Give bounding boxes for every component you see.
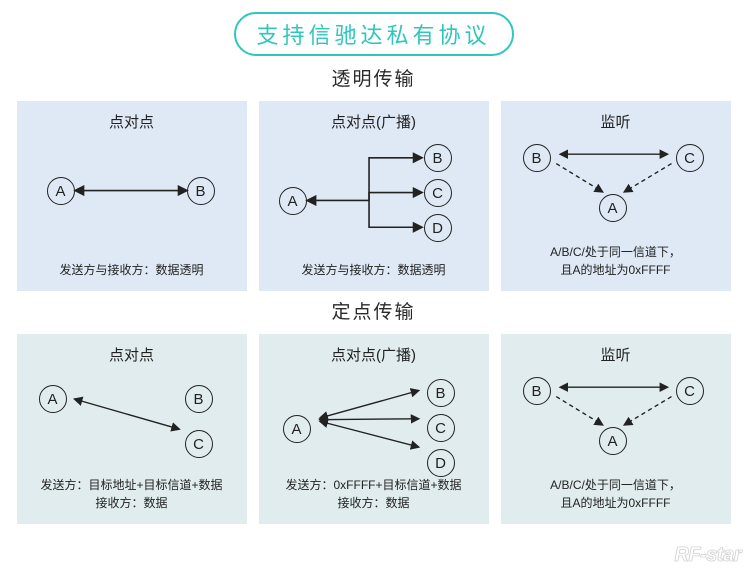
section1-title: 透明传输 (0, 64, 747, 91)
diagram-panel: 点对点 A BC 发送方：目标地址+目标信道+数据接收方：数据 (17, 334, 247, 524)
node-D: D (427, 449, 455, 477)
node-A: A (47, 177, 75, 205)
node-A: A (599, 427, 627, 455)
watermark-icon (634, 538, 668, 572)
node-C: C (185, 430, 213, 458)
node-A: A (39, 385, 67, 413)
node-A: A (279, 187, 307, 215)
node-B: B (185, 385, 213, 413)
node-A: A (599, 194, 627, 222)
diagram-panel: 点对点(广播) A BCD发送方：0xFFFF+目标信道+数据接收方：数据 (259, 334, 489, 524)
panel-title: 监听 (600, 111, 630, 132)
diagram-area: B C A (501, 132, 731, 243)
panel-caption: 发送方：0xFFFF+目标信道+数据接收方：数据 (285, 476, 461, 524)
node-B: B (427, 379, 455, 407)
node-C: C (676, 144, 704, 172)
diagram-panel: 点对点(广播) A BCD 发送方与接收方：数据透明 (259, 101, 489, 291)
section2-title: 定点传输 (0, 297, 747, 324)
row-transparent: 点对点AB发送方与接收方：数据透明点对点(广播)ABCD发送方与接收方：数据透明… (0, 101, 747, 291)
watermark-text: RF-star (674, 544, 741, 567)
node-C: C (427, 414, 455, 442)
panel-title: 点对点 (109, 111, 154, 132)
node-D: D (424, 214, 452, 242)
node-B: B (187, 177, 215, 205)
node-B: B (523, 377, 551, 405)
node-B: B (523, 144, 551, 172)
panel-title: 点对点(广播) (331, 111, 416, 132)
diagram-panel: 点对点AB发送方与接收方：数据透明 (17, 101, 247, 291)
row-fixed: 点对点ABC发送方：目标地址+目标信道+数据接收方：数据点对点(广播)ABCD发… (0, 334, 747, 524)
diagram-area: B C A (501, 365, 731, 476)
diagram-panel: 监听 B C A A/B/C/处于同一信道下，且A的地址为0xFFFF (501, 334, 731, 524)
diagram-area: A BCD (259, 132, 489, 261)
diagram-area: AB (17, 132, 247, 261)
node-C: C (676, 377, 704, 405)
panel-caption: A/B/C/处于同一信道下，且A的地址为0xFFFF (550, 476, 681, 524)
diagram-area: A BC (17, 365, 247, 476)
diagram-area: A BCD (259, 365, 489, 476)
panel-caption: 发送方：目标地址+目标信道+数据接收方：数据 (40, 476, 222, 524)
panel-title: 点对点(广播) (331, 344, 416, 365)
panel-caption: A/B/C/处于同一信道下，且A的地址为0xFFFF (550, 243, 681, 291)
watermark: RF-star (634, 538, 741, 572)
panel-title: 监听 (600, 344, 630, 365)
banner-title: 支持信驰达私有协议 (234, 12, 514, 56)
panel-caption: 发送方与接收方：数据透明 (301, 261, 445, 291)
node-B: B (424, 144, 452, 172)
panel-caption: 发送方与接收方：数据透明 (59, 261, 203, 291)
panel-title: 点对点 (109, 344, 154, 365)
node-A: A (283, 415, 311, 443)
diagram-panel: 监听 B C A A/B/C/处于同一信道下，且A的地址为0xFFFF (501, 101, 731, 291)
node-C: C (424, 179, 452, 207)
